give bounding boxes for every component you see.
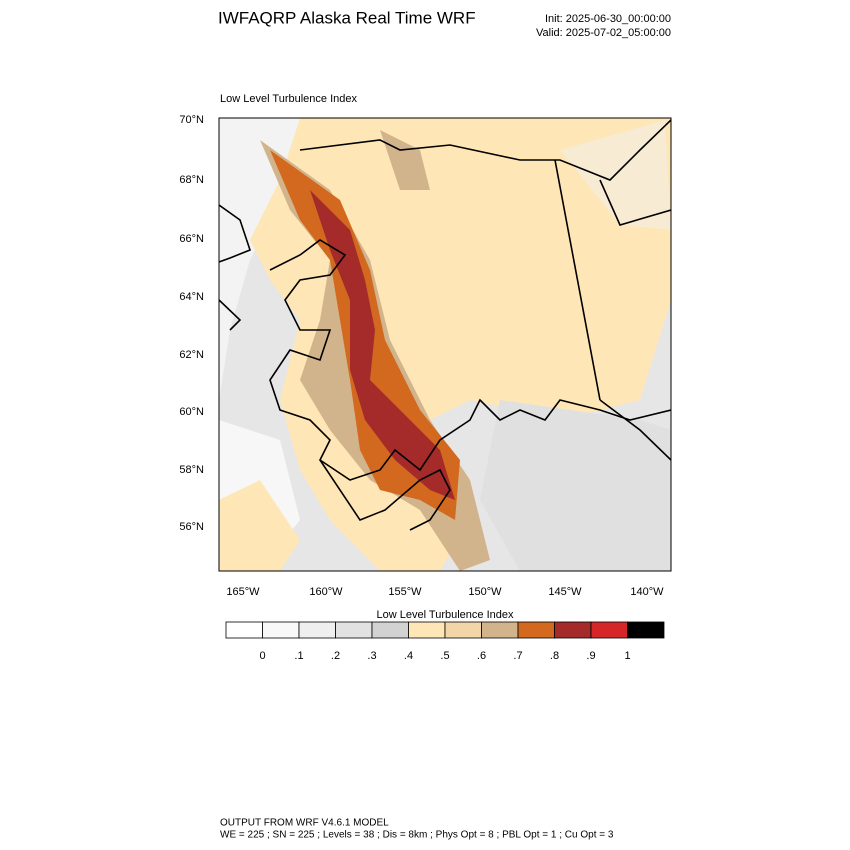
lon-label: 140°W <box>630 586 664 598</box>
valid-time: Valid: 2025-07-02_05:00:00 <box>536 27 671 39</box>
colorbar-label: 0 <box>259 650 265 662</box>
lon-label: 155°W <box>388 586 422 598</box>
lat-label: 62°N <box>179 349 204 361</box>
lat-label: 66°N <box>179 233 204 245</box>
lat-label: 70°N <box>179 114 204 126</box>
colorbar-label: .7 <box>513 650 522 662</box>
lat-label: 58°N <box>179 464 204 476</box>
colorbar-box <box>262 621 300 639</box>
map-field <box>219 118 671 571</box>
colorbar-box <box>335 621 373 639</box>
lat-label: 60°N <box>179 406 204 418</box>
footer-line: OUTPUT FROM WRF V4.6.1 MODEL <box>220 818 389 829</box>
colorbar-title: Low Level Turbulence Index <box>377 609 514 621</box>
lat-label: 56°N <box>179 521 204 533</box>
colorbar-box <box>444 621 482 639</box>
lon-label: 145°W <box>548 586 582 598</box>
lon-label: 150°W <box>468 586 502 598</box>
lon-label: 160°W <box>309 586 343 598</box>
colorbar-label: .4 <box>404 650 413 662</box>
colorbar-label: .6 <box>477 650 486 662</box>
colorbar-box <box>590 621 628 639</box>
lat-label: 68°N <box>179 174 204 186</box>
footer-line: WE = 225 ; SN = 225 ; Levels = 38 ; Dis … <box>220 830 614 841</box>
colorbar-box <box>481 621 519 639</box>
title: IWFAQRP Alaska Real Time WRF <box>218 8 476 27</box>
map-frame <box>218 117 672 572</box>
colorbar-box <box>298 621 336 639</box>
colorbar-label: .2 <box>331 650 340 662</box>
colorbar-label: .3 <box>367 650 376 662</box>
colorbar-label: .5 <box>440 650 449 662</box>
colorbar-label: .8 <box>550 650 559 662</box>
map-title: Low Level Turbulence Index <box>220 93 357 105</box>
colorbar-box <box>371 621 409 639</box>
colorbar-box <box>517 621 555 639</box>
colorbar-box <box>408 621 446 639</box>
colorbar-label: .9 <box>586 650 595 662</box>
colorbar-box <box>627 621 665 639</box>
init-time: Init: 2025-06-30_00:00:00 <box>545 13 671 25</box>
lon-label: 165°W <box>226 586 260 598</box>
colorbar: 0 .1 .2 .3 .4 .5 .6 .7 .8 .9 1 <box>225 621 665 662</box>
colorbar-box <box>225 621 263 639</box>
colorbar-label: 1 <box>624 650 630 662</box>
lat-label: 64°N <box>179 291 204 303</box>
colorbar-label: .1 <box>294 650 303 662</box>
colorbar-box <box>554 621 592 639</box>
